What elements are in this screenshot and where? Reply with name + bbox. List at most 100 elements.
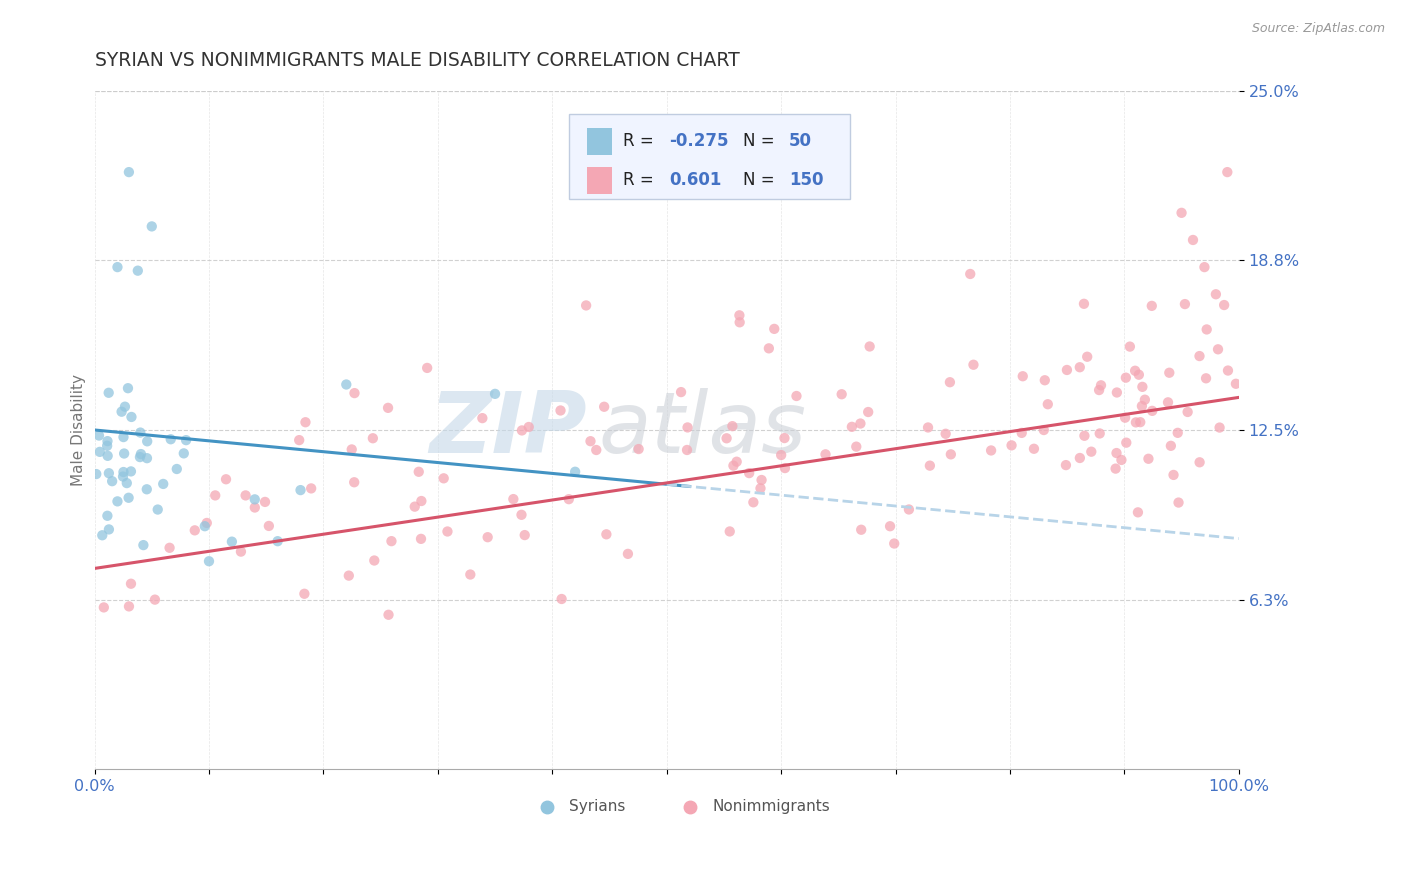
- Point: [215, 472, 238, 486]
- Point: [290, 483, 312, 497]
- Point: [770, 448, 793, 462]
- Point: [436, 524, 458, 539]
- Point: [1022, 442, 1045, 456]
- Point: [579, 434, 602, 449]
- Point: [1123, 364, 1146, 378]
- Point: [1188, 455, 1211, 469]
- Point: [129, 450, 152, 464]
- Point: [96, 434, 118, 449]
- Text: 0.601: 0.601: [669, 171, 721, 189]
- Point: [195, 516, 218, 530]
- Point: [257, 519, 280, 533]
- Point: [749, 481, 772, 495]
- Point: [112, 469, 135, 483]
- Point: [595, 527, 617, 541]
- Point: [97, 449, 120, 463]
- Point: [96, 508, 118, 523]
- Point: [831, 387, 853, 401]
- Point: [1188, 349, 1211, 363]
- Point: [1056, 363, 1078, 377]
- Point: [856, 405, 879, 419]
- Point: [1126, 505, 1149, 519]
- Point: [127, 263, 149, 277]
- Point: [1170, 206, 1192, 220]
- Point: [112, 465, 135, 479]
- Point: [513, 528, 536, 542]
- Text: Nonimmigrants: Nonimmigrants: [713, 799, 830, 814]
- Point: [343, 475, 366, 490]
- Point: [742, 495, 765, 509]
- Point: [962, 358, 984, 372]
- Point: [1105, 385, 1128, 400]
- Point: [340, 442, 363, 457]
- Point: [721, 419, 744, 434]
- Point: [980, 443, 1002, 458]
- Point: [1088, 383, 1111, 397]
- Point: [1076, 350, 1098, 364]
- Point: [174, 433, 197, 447]
- Text: Syrians: Syrians: [569, 799, 626, 814]
- Point: [288, 433, 311, 447]
- Point: [1205, 287, 1227, 301]
- FancyBboxPatch shape: [569, 114, 849, 199]
- Point: [1195, 371, 1218, 385]
- Point: [1125, 416, 1147, 430]
- Point: [758, 342, 780, 356]
- Point: [477, 530, 499, 544]
- Point: [1069, 450, 1091, 465]
- Point: [1090, 378, 1112, 392]
- Point: [1159, 366, 1181, 380]
- Text: R =: R =: [623, 171, 665, 189]
- Point: [1213, 298, 1236, 312]
- Point: [266, 534, 288, 549]
- Point: [112, 446, 135, 460]
- Text: 150: 150: [789, 171, 824, 189]
- Point: [1129, 415, 1152, 429]
- Point: [959, 267, 981, 281]
- Text: N =: N =: [744, 132, 780, 150]
- Point: [918, 458, 941, 473]
- Point: [1011, 425, 1033, 440]
- Point: [1133, 392, 1156, 407]
- Point: [1216, 363, 1239, 377]
- Point: [460, 567, 482, 582]
- Point: [107, 260, 129, 274]
- Point: [814, 447, 837, 461]
- Point: [1114, 410, 1136, 425]
- Point: [1163, 467, 1185, 482]
- Point: [728, 315, 751, 329]
- Point: [617, 547, 640, 561]
- Point: [97, 523, 120, 537]
- Point: [96, 439, 118, 453]
- Point: [377, 401, 399, 415]
- Text: N =: N =: [744, 171, 780, 189]
- Point: [939, 375, 962, 389]
- Point: [221, 534, 243, 549]
- Point: [1104, 461, 1126, 475]
- Point: [404, 500, 426, 514]
- Point: [728, 309, 751, 323]
- Point: [337, 568, 360, 582]
- Point: [1036, 397, 1059, 411]
- Point: [253, 495, 276, 509]
- Point: [575, 298, 598, 312]
- Point: [1225, 376, 1247, 391]
- Point: [627, 442, 650, 456]
- Point: [1073, 429, 1095, 443]
- Point: [897, 502, 920, 516]
- Point: [564, 465, 586, 479]
- Point: [883, 536, 905, 550]
- Point: [117, 381, 139, 395]
- Point: [129, 447, 152, 461]
- Point: [343, 386, 366, 401]
- Point: [1182, 233, 1205, 247]
- Point: [152, 477, 174, 491]
- Point: [725, 455, 748, 469]
- Point: [1137, 451, 1160, 466]
- Point: [593, 400, 616, 414]
- Text: R =: R =: [623, 132, 659, 150]
- Point: [841, 420, 863, 434]
- Point: [135, 483, 157, 497]
- Point: [1157, 395, 1180, 409]
- Point: [115, 476, 138, 491]
